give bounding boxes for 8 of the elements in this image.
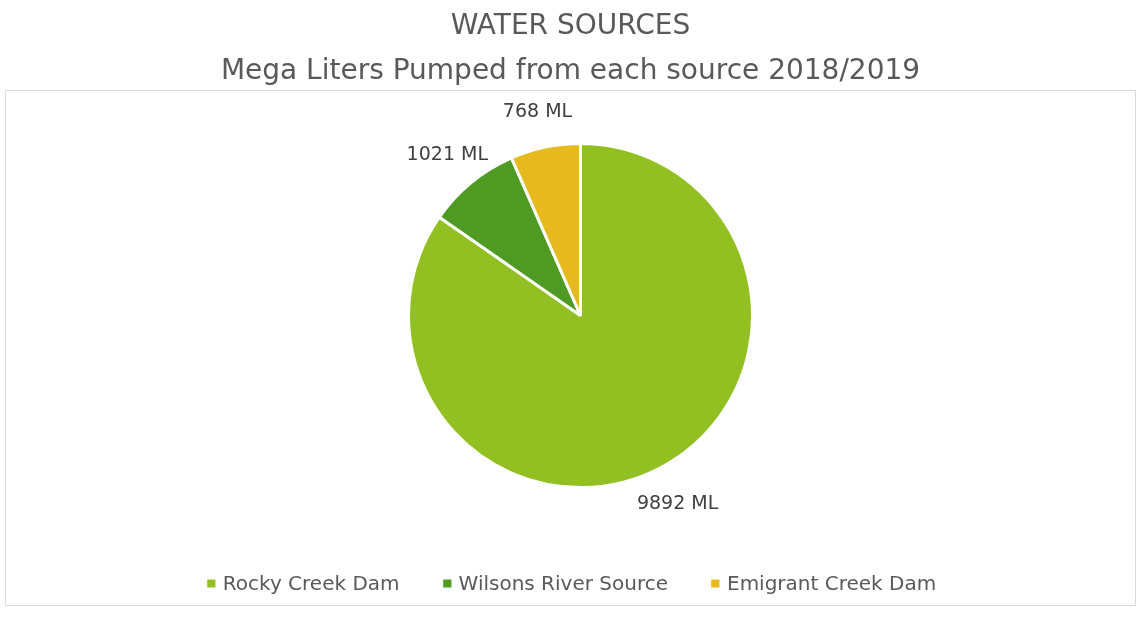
- data-label: 9892 ML: [636, 490, 719, 513]
- data-label: 768 ML: [502, 99, 573, 122]
- legend-label: Wilsons River Source: [458, 571, 668, 595]
- legend-label: Emigrant Creek Dam: [727, 571, 937, 595]
- data-label: 1021 ML: [406, 142, 489, 165]
- chart-subtitle: Mega Liters Pumped from each source 2018/2019: [220, 52, 921, 86]
- chart-title: WATER SOURCES: [450, 7, 691, 41]
- legend-label: Rocky Creek Dam: [222, 571, 400, 595]
